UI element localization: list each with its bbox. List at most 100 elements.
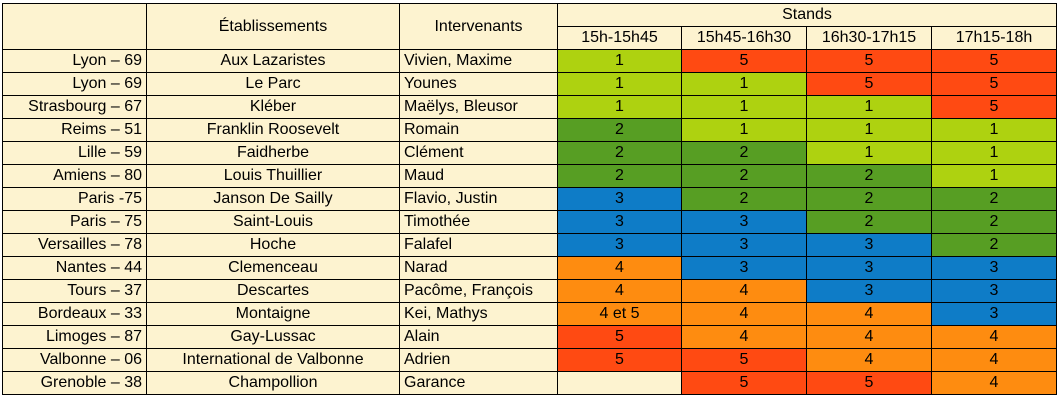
stand-cell: 4: [557, 256, 682, 280]
intervenants-cell: Romain: [399, 118, 558, 142]
etablissement-cell: Louis Thuillier: [146, 164, 400, 188]
stand-cell: 1: [806, 141, 932, 165]
intervenants-cell: Timothée: [399, 210, 558, 234]
stand-cell: 3: [557, 233, 682, 257]
intervenants-cell: Narad: [399, 256, 558, 280]
table-row: Limoges – 87 Gay-Lussac Alain 5 4 4 4: [2, 325, 1057, 349]
table-row: Grenoble – 38 Champollion Garance 5 5 4: [2, 371, 1057, 395]
intervenants-cell: Kei, Mathys: [399, 302, 558, 326]
table-row: Lyon – 69 Aux Lazaristes Vivien, Maxime 1 5 5…: [2, 49, 1057, 73]
table-body: Lyon – 69 Aux Lazaristes Vivien, Maxime 1 5 5…: [2, 49, 1057, 395]
stand-cell: 1: [557, 72, 682, 96]
stand-cell: 4: [681, 302, 807, 326]
etablissement-cell: Clemenceau: [146, 256, 400, 280]
intervenants-cell: Maëlys, Bleusor: [399, 95, 558, 119]
stand-cell: 4: [931, 348, 1057, 372]
etablissement-cell: Franklin Roosevelt: [146, 118, 400, 142]
etablissement-cell: Kléber: [146, 95, 400, 119]
stand-cell: 2: [931, 233, 1057, 257]
table-row: Nantes – 44 Clemenceau Narad 4 3 3 3: [2, 256, 1057, 280]
stand-cell: 4 et 5: [557, 302, 682, 326]
intervenants-cell: Maud: [399, 164, 558, 188]
stand-cell: 1: [681, 118, 807, 142]
header-intervenants: Intervenants: [399, 3, 558, 50]
stand-cell: 2: [806, 210, 932, 234]
stand-cell: 4: [806, 348, 932, 372]
stand-cell: 3: [557, 210, 682, 234]
city-cell: Grenoble – 38: [2, 371, 147, 395]
stand-cell: 4: [681, 279, 807, 303]
stand-cell: 2: [931, 187, 1057, 211]
table-row: Valbonne – 06 International de Valbonne Ad…: [2, 348, 1057, 372]
stand-cell: 2: [806, 187, 932, 211]
city-cell: Limoges – 87: [2, 325, 147, 349]
stand-cell: 5: [557, 325, 682, 349]
stand-cell: 5: [806, 72, 932, 96]
stand-cell: 4: [557, 279, 682, 303]
table-row: Strasbourg – 67 Kléber Maëlys, Bleusor 1 1 1 5: [2, 95, 1057, 119]
stand-cell: 4: [681, 325, 807, 349]
etablissement-cell: Aux Lazaristes: [146, 49, 400, 73]
etablissement-cell: International de Valbonne: [146, 348, 400, 372]
stand-cell: 3: [681, 256, 807, 280]
header-etablissements: Établissements: [146, 3, 400, 50]
etablissement-cell: Descartes: [146, 279, 400, 303]
stand-cell: 4: [931, 325, 1057, 349]
intervenants-cell: Adrien: [399, 348, 558, 372]
stand-cell: 2: [681, 141, 807, 165]
etablissement-cell: Faidherbe: [146, 141, 400, 165]
stand-cell: 3: [931, 256, 1057, 280]
table-row: Amiens – 80 Louis Thuillier Maud 2 2 2 1: [2, 164, 1057, 188]
stand-cell: 1: [681, 95, 807, 119]
intervenants-cell: Younes: [399, 72, 558, 96]
stand-cell: 2: [681, 164, 807, 188]
stand-cell: 1: [806, 95, 932, 119]
intervenants-cell: Flavio, Justin: [399, 187, 558, 211]
city-cell: Paris -75: [2, 187, 147, 211]
stand-cell: 5: [806, 371, 932, 395]
stand-cell: 3: [681, 210, 807, 234]
intervenants-cell: Vivien, Maxime: [399, 49, 558, 73]
stand-cell: 3: [931, 279, 1057, 303]
stand-cell: 3: [931, 302, 1057, 326]
stand-cell: 5: [931, 95, 1057, 119]
intervenants-cell: Alain: [399, 325, 558, 349]
city-cell: Reims – 51: [2, 118, 147, 142]
stand-cell: 1: [557, 49, 682, 73]
city-cell: Paris – 75: [2, 210, 147, 234]
city-cell: Lyon – 69: [2, 49, 147, 73]
city-cell: Nantes – 44: [2, 256, 147, 280]
stand-cell: 4: [931, 371, 1057, 395]
stand-cell: 1: [931, 118, 1057, 142]
stand-cell: 1: [931, 141, 1057, 165]
stand-cell: 4: [806, 302, 932, 326]
stand-cell: 5: [681, 371, 807, 395]
stand-cell: 1: [681, 72, 807, 96]
stand-cell: 3: [806, 233, 932, 257]
city-cell: Tours – 37: [2, 279, 147, 303]
stand-cell: 5: [806, 49, 932, 73]
stand-cell: 5: [557, 348, 682, 372]
stand-cell: 2: [557, 164, 682, 188]
stand-cell: 3: [681, 233, 807, 257]
stand-cell: 5: [931, 72, 1057, 96]
stand-cell: 5: [681, 348, 807, 372]
etablissement-cell: Le Parc: [146, 72, 400, 96]
stand-cell: 2: [806, 164, 932, 188]
table-row: Tours – 37 Descartes Pacôme, François 4 4 3 3: [2, 279, 1057, 303]
table-row: Paris – 75 Saint-Louis Timothée 3 3 2 2: [2, 210, 1057, 234]
table-row: Reims – 51 Franklin Roosevelt Romain 2 1 1 1: [2, 118, 1057, 142]
table-row: Lille – 59 Faidherbe Clément 2 2 1 1: [2, 141, 1057, 165]
header-slot-3: 16h30-17h15: [806, 26, 932, 50]
header-slot-2: 15h45-16h30: [681, 26, 807, 50]
city-cell: Valbonne – 06: [2, 348, 147, 372]
stand-cell: 3: [806, 256, 932, 280]
schedule-table: Établissements Intervenants Stands 15h-1…: [2, 3, 1057, 395]
stand-cell: 2: [557, 141, 682, 165]
header-slot-1: 15h-15h45: [557, 26, 682, 50]
stand-cell: 5: [931, 49, 1057, 73]
header-stands: Stands: [557, 3, 1057, 27]
stand-cell: 5: [681, 49, 807, 73]
stand-cell: 2: [931, 210, 1057, 234]
city-cell: Versailles – 78: [2, 233, 147, 257]
